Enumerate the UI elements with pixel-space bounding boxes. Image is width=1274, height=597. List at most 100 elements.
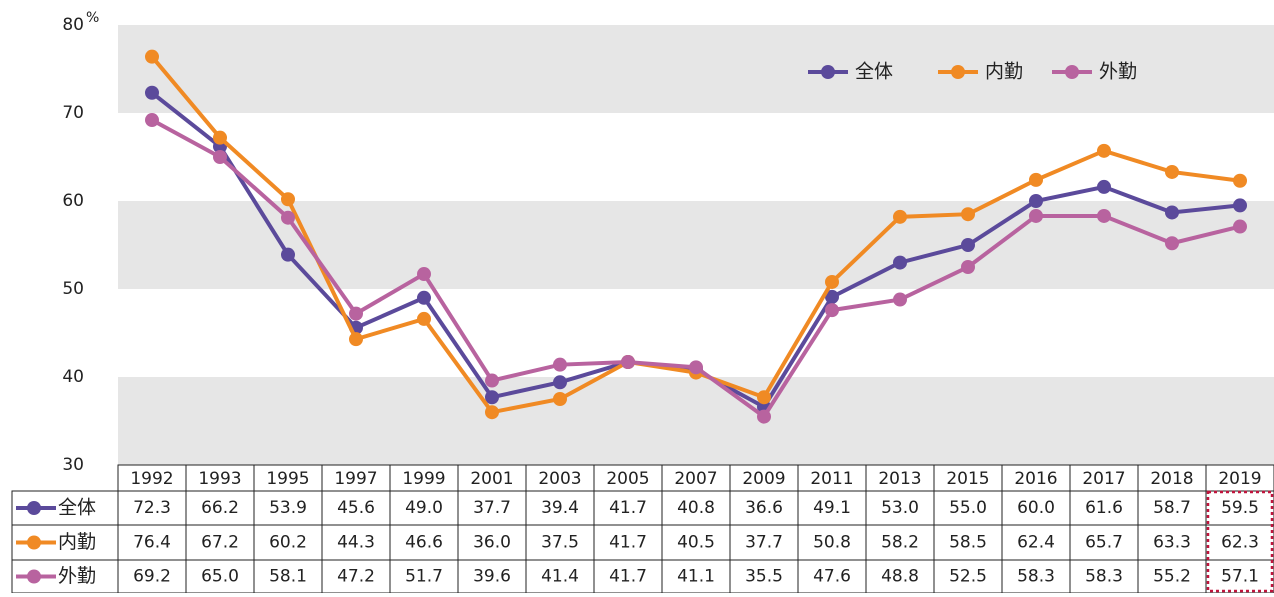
value-label: 63.3 <box>1153 533 1191 553</box>
point <box>621 355 635 370</box>
x-tick-label: 2017 <box>1082 469 1125 489</box>
point <box>281 210 295 225</box>
point <box>553 392 567 406</box>
value-label: 41.1 <box>677 567 715 587</box>
point <box>1233 219 1247 234</box>
point <box>1165 164 1179 179</box>
y-tick-label: 40 <box>62 367 84 387</box>
x-tick-label: 2018 <box>1150 469 1193 489</box>
x-tick-label: 1995 <box>266 469 309 489</box>
value-label: 45.6 <box>337 498 375 518</box>
value-label: 66.2 <box>201 498 239 518</box>
value-label: 60.0 <box>1017 498 1055 518</box>
point <box>349 306 363 321</box>
y-unit: % <box>86 10 99 26</box>
x-tick-label: 2013 <box>878 469 921 489</box>
point <box>1165 205 1179 220</box>
legend-label: 外勤 <box>1099 61 1137 83</box>
value-label: 41.7 <box>609 533 647 553</box>
row-label: 内勤 <box>58 531 96 553</box>
point <box>1097 179 1111 194</box>
x-tick-label: 2015 <box>946 469 989 489</box>
point <box>893 292 907 307</box>
value-label: 51.7 <box>405 567 443 587</box>
point <box>145 113 159 128</box>
point <box>961 238 975 252</box>
point <box>417 267 431 282</box>
x-tick-label: 2011 <box>810 469 853 489</box>
x-tick-label: 2009 <box>742 469 785 489</box>
point <box>485 405 499 420</box>
point <box>825 274 839 289</box>
legend-label: 内勤 <box>985 61 1023 83</box>
point <box>825 303 839 318</box>
legend-marker <box>951 65 965 79</box>
value-label: 35.5 <box>745 567 783 587</box>
x-tick-label: 2007 <box>674 469 717 489</box>
highlight-box <box>1206 490 1274 593</box>
point <box>485 373 499 388</box>
y-tick-label: 30 <box>62 455 84 475</box>
legend-marker <box>821 65 835 79</box>
value-label: 46.6 <box>405 533 443 553</box>
value-label: 53.0 <box>881 498 919 518</box>
point <box>1097 208 1111 223</box>
value-label: 37.7 <box>473 498 511 518</box>
point <box>893 209 907 224</box>
point <box>757 390 771 405</box>
value-label: 60.2 <box>269 533 307 553</box>
point <box>689 360 703 375</box>
value-label: 41.7 <box>609 567 647 587</box>
value-label: 61.6 <box>1085 498 1123 518</box>
x-tick-label: 1993 <box>198 469 241 489</box>
point <box>961 207 975 222</box>
value-label: 50.8 <box>813 533 851 553</box>
point <box>757 409 771 424</box>
value-label: 55.0 <box>949 498 987 518</box>
point <box>145 85 159 100</box>
value-label: 48.8 <box>881 567 919 587</box>
value-label: 53.9 <box>269 498 307 518</box>
x-tick-label: 2001 <box>470 469 513 489</box>
point <box>893 255 907 270</box>
value-label: 49.0 <box>405 498 443 518</box>
value-label: 49.1 <box>813 498 851 518</box>
point <box>1029 194 1043 208</box>
value-label: 37.7 <box>745 533 783 553</box>
value-label: 67.2 <box>201 533 239 553</box>
value-label: 40.8 <box>677 498 715 518</box>
value-label: 58.5 <box>949 533 987 553</box>
value-label: 36.6 <box>745 498 783 518</box>
grid-band <box>118 377 1274 465</box>
x-tick-label: 2016 <box>1014 469 1057 489</box>
point <box>281 247 295 262</box>
value-label: 52.5 <box>949 567 987 587</box>
value-label: 59.5 <box>1221 498 1259 518</box>
value-label: 62.4 <box>1017 533 1055 553</box>
table-legend-marker <box>27 535 41 550</box>
table-legend-marker <box>27 569 41 584</box>
value-label: 65.7 <box>1085 533 1123 553</box>
point <box>553 357 567 372</box>
legend-label: 全体 <box>855 61 893 83</box>
value-label: 58.2 <box>881 533 919 553</box>
x-tick-label: 2005 <box>606 469 649 489</box>
point <box>349 332 363 347</box>
point <box>213 130 227 145</box>
value-label: 39.6 <box>473 567 511 587</box>
value-label: 58.1 <box>269 567 307 587</box>
point <box>213 150 227 164</box>
x-tick-label: 1992 <box>130 469 173 489</box>
value-label: 72.3 <box>133 498 171 518</box>
point <box>281 192 295 207</box>
x-tick-label: 1997 <box>334 469 377 489</box>
point <box>1233 173 1247 188</box>
x-tick-label: 2003 <box>538 469 581 489</box>
value-label: 69.2 <box>133 567 171 587</box>
value-label: 62.3 <box>1221 533 1259 553</box>
row-label: 外勤 <box>58 565 96 587</box>
value-label: 58.7 <box>1153 498 1191 518</box>
point <box>1029 208 1043 223</box>
value-label: 58.3 <box>1085 567 1123 587</box>
